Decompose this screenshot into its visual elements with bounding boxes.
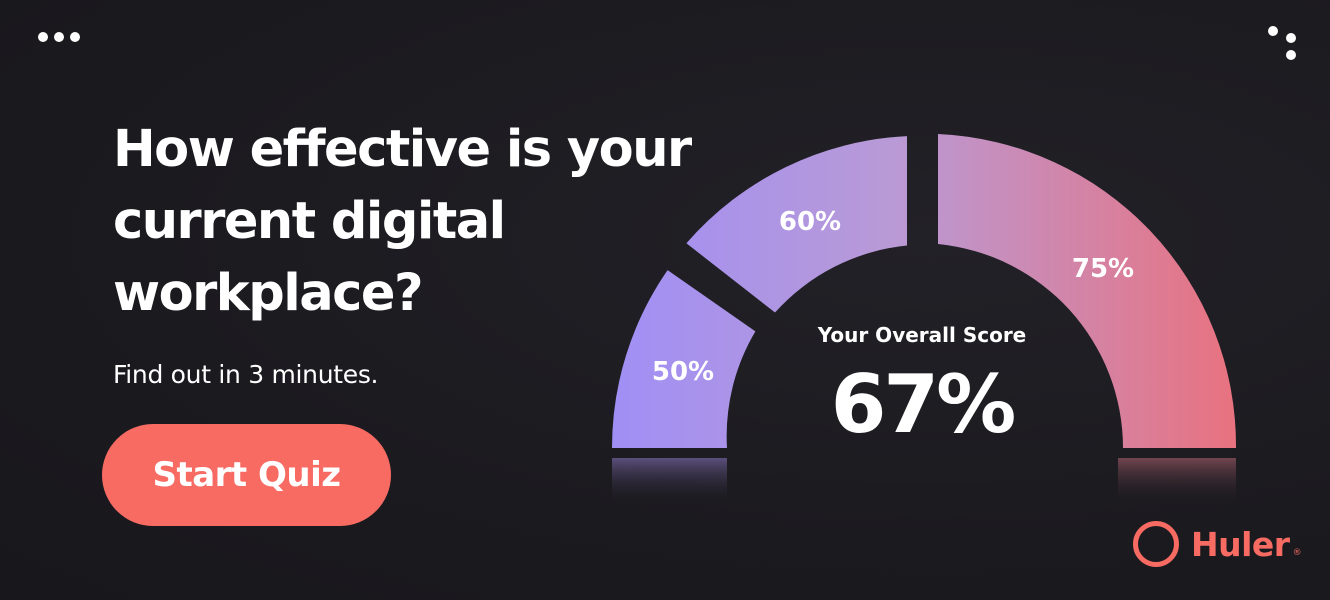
gauge-reflection-left <box>612 458 727 505</box>
more-horizontal-icon[interactable] <box>38 32 80 42</box>
gauge-label-75: 75% <box>1072 254 1134 284</box>
overall-score-value: 67% <box>831 358 1014 451</box>
brand-name: Huler <box>1191 524 1290 564</box>
gauge-label-50: 50% <box>652 357 714 387</box>
gauge-segment-60 <box>686 136 907 313</box>
headline-line-3: workplace? <box>113 264 424 323</box>
headline: How effective is your current digital wo… <box>113 114 713 330</box>
headline-line-2: current digital <box>113 192 506 251</box>
gauge-reflection-right <box>1118 458 1236 505</box>
huler-ring-icon <box>1133 521 1179 567</box>
headline-line-1: How effective is your <box>113 120 692 179</box>
gauge-segment-50 <box>612 270 756 448</box>
dots-pattern-icon <box>1268 26 1304 62</box>
start-quiz-button[interactable]: Start Quiz <box>102 424 391 526</box>
subheadline: Find out in 3 minutes. <box>113 360 379 389</box>
huler-logo: Huler ® <box>1133 520 1302 568</box>
gauge-label-60: 60% <box>779 207 841 237</box>
gauge-segment-75 <box>938 134 1237 448</box>
registered-mark: ® <box>1292 548 1302 558</box>
overall-score-label: Your Overall Score <box>817 323 1027 347</box>
